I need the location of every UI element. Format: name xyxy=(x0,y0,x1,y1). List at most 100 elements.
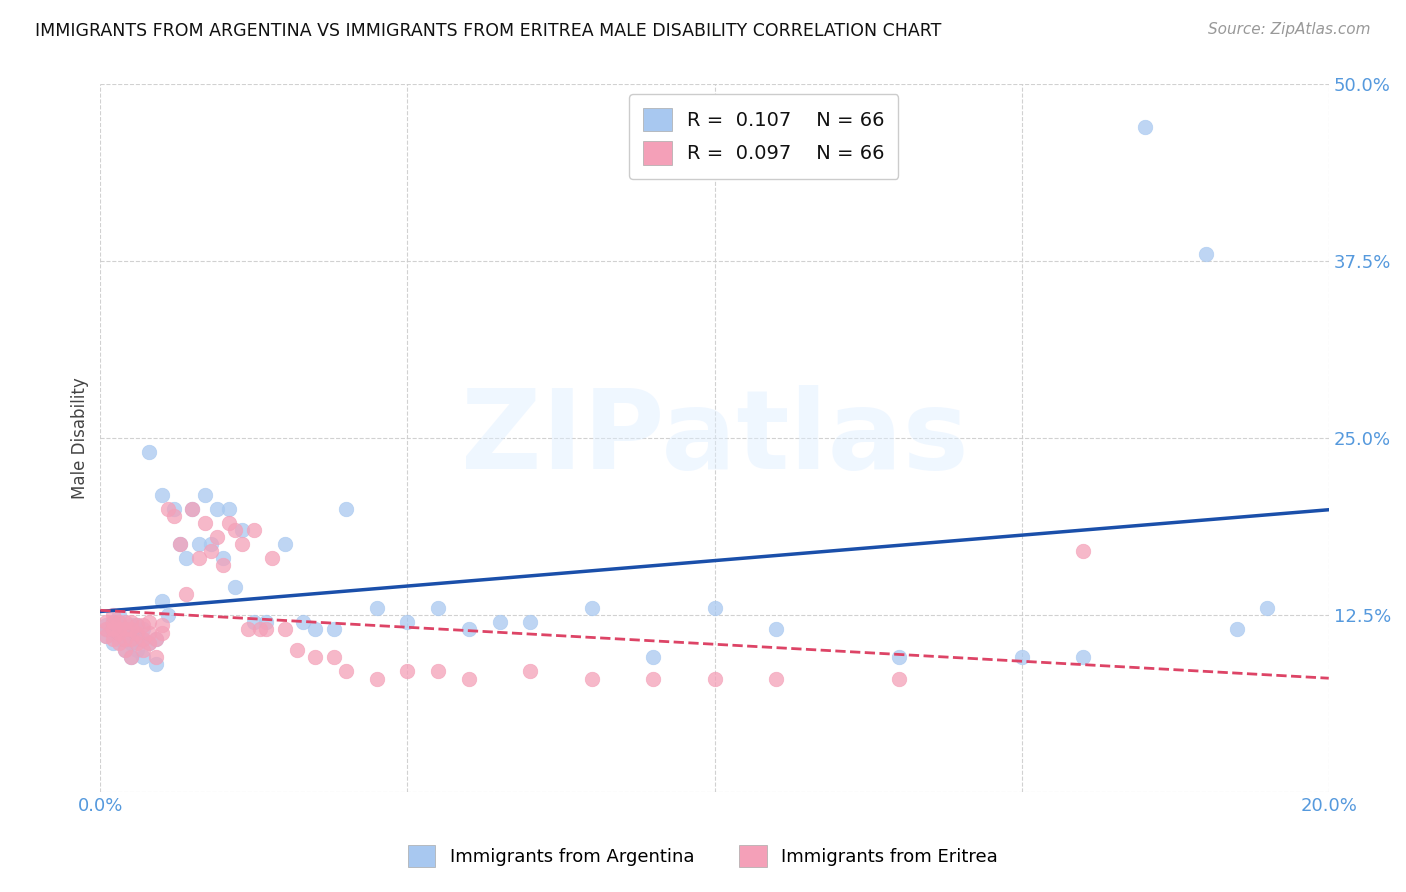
Point xyxy=(101,622,124,636)
Point xyxy=(120,632,142,646)
Point xyxy=(194,488,217,502)
Point xyxy=(132,632,155,646)
Point xyxy=(156,607,179,622)
Point xyxy=(132,632,155,646)
Point xyxy=(427,600,450,615)
Point xyxy=(127,636,149,650)
Point xyxy=(581,672,603,686)
Point xyxy=(163,501,186,516)
Point xyxy=(322,650,344,665)
Point xyxy=(150,488,173,502)
Text: Source: ZipAtlas.com: Source: ZipAtlas.com xyxy=(1208,22,1371,37)
Point xyxy=(887,650,910,665)
Point xyxy=(292,615,315,629)
Point xyxy=(120,636,142,650)
Point xyxy=(169,537,191,551)
Point xyxy=(643,650,665,665)
Point xyxy=(887,672,910,686)
Point xyxy=(224,580,246,594)
Point xyxy=(138,615,160,629)
Point xyxy=(181,501,204,516)
Point xyxy=(765,672,787,686)
Point xyxy=(249,622,271,636)
Point xyxy=(200,537,222,551)
Legend: Immigrants from Argentina, Immigrants from Eritrea: Immigrants from Argentina, Immigrants fr… xyxy=(401,838,1005,874)
Point xyxy=(132,617,155,632)
Point xyxy=(1071,544,1094,558)
Point xyxy=(643,672,665,686)
Point xyxy=(145,632,167,646)
Point xyxy=(107,615,129,629)
Point xyxy=(120,617,142,632)
Point xyxy=(231,523,253,537)
Point xyxy=(132,622,155,636)
Point xyxy=(101,632,124,646)
Point xyxy=(205,530,228,544)
Point xyxy=(254,615,277,629)
Point xyxy=(101,607,124,622)
Point xyxy=(145,650,167,665)
Point xyxy=(519,615,541,629)
Point xyxy=(114,643,136,657)
Point xyxy=(150,626,173,640)
Point xyxy=(519,665,541,679)
Point xyxy=(273,537,295,551)
Point xyxy=(218,516,240,530)
Point xyxy=(212,551,235,566)
Point xyxy=(150,593,173,607)
Text: IMMIGRANTS FROM ARGENTINA VS IMMIGRANTS FROM ERITREA MALE DISABILITY CORRELATION: IMMIGRANTS FROM ARGENTINA VS IMMIGRANTS … xyxy=(35,22,942,40)
Point xyxy=(127,626,149,640)
Point xyxy=(163,508,186,523)
Point xyxy=(457,672,479,686)
Point xyxy=(243,523,266,537)
Legend: R =  0.107    N = 66, R =  0.097    N = 66: R = 0.107 N = 66, R = 0.097 N = 66 xyxy=(628,95,898,178)
Point xyxy=(366,600,388,615)
Point xyxy=(187,537,209,551)
Point xyxy=(285,643,308,657)
Point xyxy=(262,551,284,566)
Point xyxy=(96,622,118,636)
Point xyxy=(96,629,118,643)
Point xyxy=(335,665,357,679)
Point xyxy=(1071,650,1094,665)
Point xyxy=(101,615,124,629)
Point xyxy=(127,632,149,646)
Point xyxy=(107,626,129,640)
Point xyxy=(254,622,277,636)
Point xyxy=(114,632,136,646)
Point xyxy=(127,617,149,632)
Point xyxy=(145,632,167,646)
Point xyxy=(1226,622,1249,636)
Point xyxy=(427,665,450,679)
Point xyxy=(150,617,173,632)
Point xyxy=(107,615,129,629)
Point xyxy=(212,558,235,573)
Point xyxy=(231,537,253,551)
Point xyxy=(107,636,129,650)
Point xyxy=(581,600,603,615)
Point xyxy=(101,626,124,640)
Point xyxy=(205,501,228,516)
Point xyxy=(96,629,118,643)
Point xyxy=(138,626,160,640)
Point xyxy=(181,501,204,516)
Point xyxy=(107,607,129,622)
Point xyxy=(114,622,136,636)
Point xyxy=(107,622,129,636)
Point xyxy=(127,643,149,657)
Point xyxy=(120,626,142,640)
Point xyxy=(224,523,246,537)
Point xyxy=(236,622,259,636)
Point xyxy=(132,650,155,665)
Text: ZIPatlas: ZIPatlas xyxy=(461,384,969,491)
Point xyxy=(169,537,191,551)
Y-axis label: Male Disability: Male Disability xyxy=(72,377,89,499)
Point xyxy=(176,587,198,601)
Point xyxy=(101,615,124,629)
Point xyxy=(273,622,295,636)
Point xyxy=(304,622,326,636)
Point xyxy=(132,643,155,657)
Point xyxy=(200,544,222,558)
Point xyxy=(96,615,118,629)
Point xyxy=(127,617,149,632)
